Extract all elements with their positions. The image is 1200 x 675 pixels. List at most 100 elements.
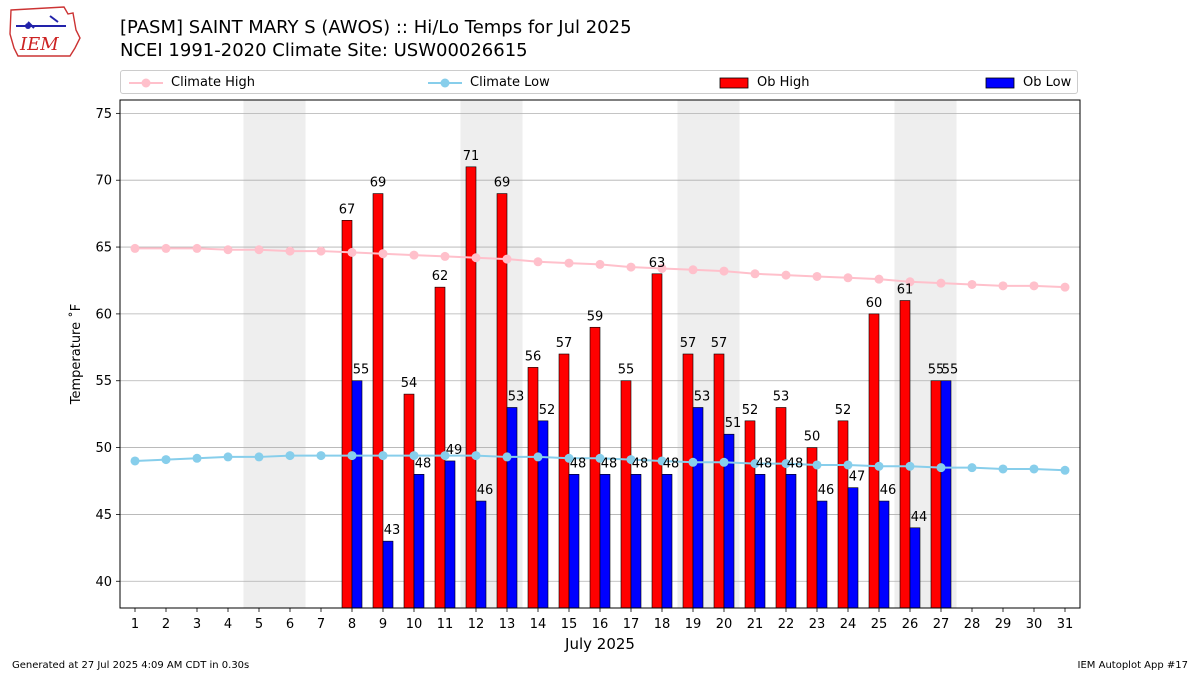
- ob-high-label: 55: [928, 363, 945, 378]
- app-credit: IEM Autoplot App #17: [1077, 660, 1188, 671]
- climate-low-point: [285, 451, 295, 461]
- climate-high-point: [378, 249, 388, 259]
- x-tick-label: 15: [561, 617, 578, 632]
- ob-high-label: 71: [463, 149, 480, 164]
- ob-high-bar: [837, 420, 849, 609]
- ob-low-label: 46: [477, 483, 494, 498]
- climate-high-point: [471, 253, 481, 263]
- ob-low-label: 48: [632, 456, 649, 471]
- y-tick-label: 70: [95, 174, 112, 189]
- ob-low-label: 49: [446, 443, 463, 458]
- climate-low-point: [378, 451, 388, 461]
- climate-low-point: [254, 452, 264, 462]
- ob-high-label: 67: [339, 202, 356, 217]
- x-tick-label: 22: [778, 617, 795, 632]
- climate-low-point: [223, 452, 233, 462]
- chart-title-line2: NCEI 1991-2020 Climate Site: USW00026615: [120, 40, 528, 61]
- climate-high-point: [564, 258, 574, 268]
- ob-high-label: 57: [680, 336, 697, 351]
- ob-low-bar: [382, 540, 394, 609]
- climate-high-point: [1029, 281, 1039, 291]
- ob-high-bar: [527, 367, 539, 609]
- ob-low-label: 48: [601, 456, 618, 471]
- ob-high-label: 62: [432, 269, 449, 284]
- x-tick-label: 21: [747, 617, 764, 632]
- x-tick-label: 9: [379, 617, 387, 632]
- x-tick-label: 14: [530, 617, 547, 632]
- climate-high-point: [1060, 282, 1070, 292]
- ob-high-label: 50: [804, 430, 821, 445]
- x-tick-label: 1: [131, 617, 139, 632]
- y-tick-label: 65: [95, 241, 112, 256]
- chart-title-line1: [PASM] SAINT MARY S (AWOS) :: Hi/Lo Temp…: [120, 17, 632, 38]
- ob-high-label: 57: [711, 336, 728, 351]
- ob-high-bar: [744, 420, 756, 609]
- ob-low-bar: [940, 380, 952, 609]
- climate-high-point: [161, 243, 171, 253]
- x-axis-label: July 2025: [564, 635, 635, 653]
- climate-low-point: [750, 459, 760, 469]
- ob-low-bar: [847, 487, 859, 609]
- climate-low-point: [688, 457, 698, 467]
- x-tick-label: 11: [437, 617, 454, 632]
- climate-low-point: [192, 453, 202, 463]
- ob-low-label: 44: [911, 510, 928, 525]
- svg-text:IEM: IEM: [19, 34, 59, 55]
- ob-high-label: 55: [618, 363, 635, 378]
- climate-high-point: [905, 277, 915, 287]
- climate-high-point: [657, 263, 667, 273]
- x-tick-label: 28: [964, 617, 981, 632]
- ob-low-bar: [568, 474, 580, 609]
- weekend-shade: [243, 100, 306, 608]
- ob-high-label: 52: [835, 403, 852, 418]
- ob-high-bar: [341, 220, 353, 609]
- ob-high-bar: [465, 166, 477, 609]
- ob-low-bar: [909, 527, 921, 609]
- x-tick-label: 24: [840, 617, 857, 632]
- ob-low-bar: [878, 500, 890, 609]
- ob-high-label: 69: [494, 176, 511, 191]
- x-tick-label: 12: [468, 617, 485, 632]
- chart-legend: Climate High Climate Low Ob High Ob Low: [120, 70, 1078, 94]
- generated-timestamp: Generated at 27 Jul 2025 4:09 AM CDT in …: [12, 660, 250, 671]
- ob-low-label: 51: [725, 416, 742, 431]
- x-tick-label: 23: [809, 617, 826, 632]
- climate-low-point: [316, 451, 326, 461]
- x-tick-label: 20: [716, 617, 733, 632]
- climate-high-point: [874, 274, 884, 284]
- ob-low-bar: [754, 474, 766, 609]
- ob-low-bar: [785, 474, 797, 609]
- climate-high-point: [409, 250, 419, 260]
- ob-high-label: 52: [742, 403, 759, 418]
- ob-high-label: 54: [401, 376, 418, 391]
- climate-low-point: [564, 453, 574, 463]
- ob-high-bar: [806, 447, 818, 609]
- ob-low-bar: [351, 380, 363, 609]
- legend-label-ob-high: Ob High: [757, 75, 810, 90]
- climate-high-point: [967, 279, 977, 289]
- ob-low-bar: [413, 474, 425, 609]
- climate-high-point: [285, 246, 295, 256]
- ob-low-bar: [506, 407, 518, 609]
- climate-low-point: [1029, 464, 1039, 474]
- x-tick-label: 30: [1026, 617, 1043, 632]
- ob-low-bar: [444, 460, 456, 609]
- climate-high-point: [843, 273, 853, 283]
- ob-high-bar: [775, 407, 787, 609]
- x-tick-label: 8: [348, 617, 356, 632]
- ob-high-label: 57: [556, 336, 573, 351]
- ob-low-bar: [630, 474, 642, 609]
- climate-high-point: [533, 257, 543, 267]
- x-tick-label: 31: [1057, 617, 1074, 632]
- y-tick-label: 55: [95, 374, 112, 389]
- ob-high-label: 63: [649, 256, 666, 271]
- climate-low-point: [626, 455, 636, 465]
- ob-low-label: 53: [694, 389, 711, 404]
- climate-low-point: [502, 452, 512, 462]
- ob-high-bar: [434, 286, 446, 609]
- climate-high-point: [254, 245, 264, 255]
- climate-low-point: [471, 451, 481, 461]
- x-tick-label: 26: [902, 617, 919, 632]
- x-tick-label: 16: [592, 617, 609, 632]
